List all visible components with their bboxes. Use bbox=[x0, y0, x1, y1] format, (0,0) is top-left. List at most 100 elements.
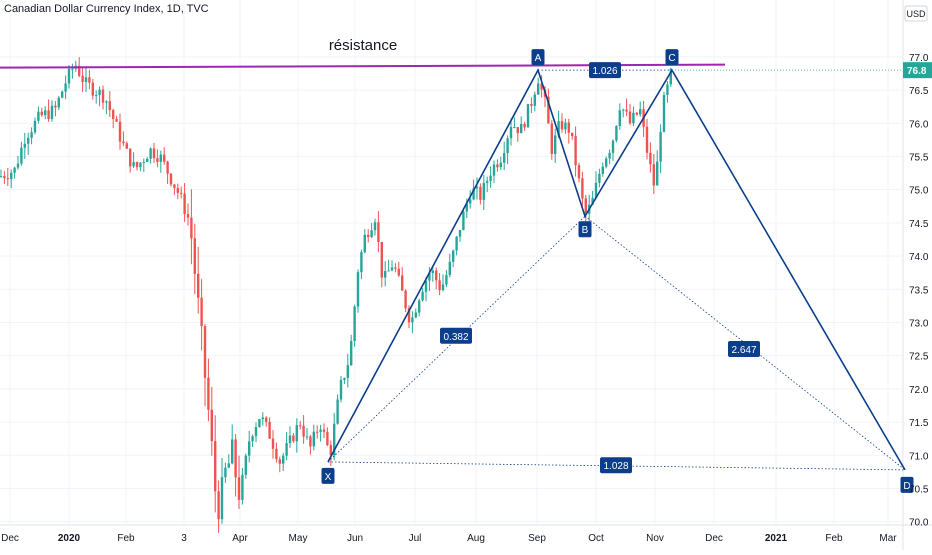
ratio-label-4-text: 1.028 bbox=[603, 461, 628, 472]
candle-body bbox=[81, 75, 84, 83]
ratio-label-4[interactable]: 1.028 bbox=[600, 457, 632, 474]
candle-body bbox=[316, 431, 319, 433]
y-tick-label: 74.5 bbox=[909, 219, 929, 230]
candle-body bbox=[84, 77, 88, 83]
candle-body bbox=[411, 317, 414, 323]
candle-body bbox=[448, 261, 451, 275]
point-c-label[interactable]: C bbox=[665, 49, 679, 66]
candle-body bbox=[207, 377, 210, 410]
candle-body bbox=[61, 91, 64, 98]
candle-body bbox=[560, 121, 564, 130]
candle-body bbox=[27, 137, 30, 144]
candle-body bbox=[513, 127, 516, 129]
candle-body bbox=[537, 83, 540, 95]
candle-body bbox=[605, 158, 608, 167]
candle-body bbox=[367, 234, 370, 238]
ratio-label-3[interactable]: 2.647 bbox=[728, 341, 760, 358]
candle-body bbox=[581, 178, 584, 199]
candle-body bbox=[435, 270, 438, 281]
time-axis[interactable]: Dec 2020 Feb 3 Apr May Jun Jul Aug Sep Oct Nov Dec 20… bbox=[1, 533, 897, 544]
candle-body bbox=[146, 158, 149, 163]
candle-body bbox=[200, 297, 203, 327]
x-tick-label: Aug bbox=[467, 533, 485, 544]
point-x-label-bg bbox=[321, 467, 335, 484]
point-a-label[interactable]: A bbox=[531, 49, 545, 66]
candle-body bbox=[329, 445, 332, 456]
point-c-label-bg bbox=[665, 49, 679, 66]
y-tick-label: 74.0 bbox=[909, 252, 929, 263]
candle-body bbox=[139, 162, 142, 168]
point-x-label-text: X bbox=[325, 472, 332, 483]
candle-body bbox=[166, 161, 169, 174]
candle-body bbox=[251, 436, 254, 442]
point-d-label[interactable]: D bbox=[900, 476, 914, 493]
candle-body bbox=[152, 148, 156, 159]
candle-body bbox=[639, 109, 642, 115]
point-d-label-text: D bbox=[903, 481, 910, 492]
candle-body bbox=[105, 101, 108, 103]
point-b-label[interactable]: B bbox=[578, 221, 592, 238]
candle-body bbox=[3, 176, 6, 179]
candle-body bbox=[635, 112, 638, 115]
ratio-label-1-bg bbox=[589, 62, 621, 79]
candle-body bbox=[20, 147, 23, 164]
candle-body bbox=[224, 467, 227, 478]
x-tick-label: Apr bbox=[232, 533, 248, 544]
candle-body bbox=[0, 176, 3, 178]
candle-body bbox=[526, 104, 530, 128]
candle-body bbox=[591, 197, 594, 205]
candle-body bbox=[387, 270, 390, 272]
candle-body bbox=[210, 409, 213, 442]
x-tick-label: 2020 bbox=[58, 533, 81, 544]
candle-body bbox=[407, 308, 411, 323]
candle-body bbox=[278, 459, 281, 464]
ratio-label-3-bg bbox=[728, 341, 760, 358]
candle-body bbox=[234, 439, 237, 478]
candle-body bbox=[299, 425, 302, 427]
candle-body bbox=[394, 267, 397, 269]
candle-body bbox=[112, 110, 115, 119]
candle-body bbox=[414, 312, 417, 318]
candle-body bbox=[397, 268, 400, 276]
x-tick-label: Jul bbox=[409, 533, 422, 544]
y-tick-label: 72.0 bbox=[909, 385, 929, 396]
candle-body bbox=[499, 162, 502, 168]
candle-body bbox=[503, 153, 506, 163]
candle-body bbox=[156, 158, 159, 162]
candle-body bbox=[424, 280, 428, 292]
currency-button[interactable]: USD bbox=[904, 5, 928, 22]
candle-body bbox=[574, 136, 577, 166]
candle-body bbox=[489, 175, 492, 182]
candle-body bbox=[30, 132, 33, 138]
candle-body bbox=[554, 135, 557, 154]
ratio-label-2[interactable]: 0.382 bbox=[440, 327, 472, 344]
candle-body bbox=[197, 273, 200, 298]
candle-body bbox=[350, 341, 353, 366]
candle-body bbox=[608, 152, 611, 159]
candle-body bbox=[455, 236, 458, 251]
x-tick-label: 2021 bbox=[765, 533, 788, 544]
candle-body bbox=[241, 474, 244, 500]
price-axis[interactable]: 77.0 76.5 76.0 75.5 75.0 74.5 74.0 73.5 73.0 72.5… bbox=[903, 5, 932, 529]
candle-body bbox=[88, 77, 91, 83]
candle-body bbox=[142, 162, 145, 164]
candle-body bbox=[57, 97, 60, 108]
currency-button-text: USD bbox=[906, 9, 926, 19]
candle-body bbox=[343, 378, 346, 380]
y-tick-label: 77.0 bbox=[909, 53, 929, 64]
candle-body bbox=[577, 165, 581, 179]
candle-body bbox=[530, 104, 533, 106]
candle-body bbox=[336, 399, 339, 424]
candle-body bbox=[486, 181, 489, 183]
candle-body bbox=[6, 178, 9, 180]
ratio-label-1[interactable]: 1.026 bbox=[589, 62, 621, 79]
candle-body bbox=[370, 230, 373, 238]
candle-body bbox=[50, 105, 54, 119]
candle-body bbox=[333, 423, 336, 456]
point-x-label[interactable]: X bbox=[321, 467, 335, 484]
candle-body bbox=[472, 188, 475, 200]
candle-body bbox=[346, 365, 349, 379]
candle-body bbox=[302, 425, 305, 437]
